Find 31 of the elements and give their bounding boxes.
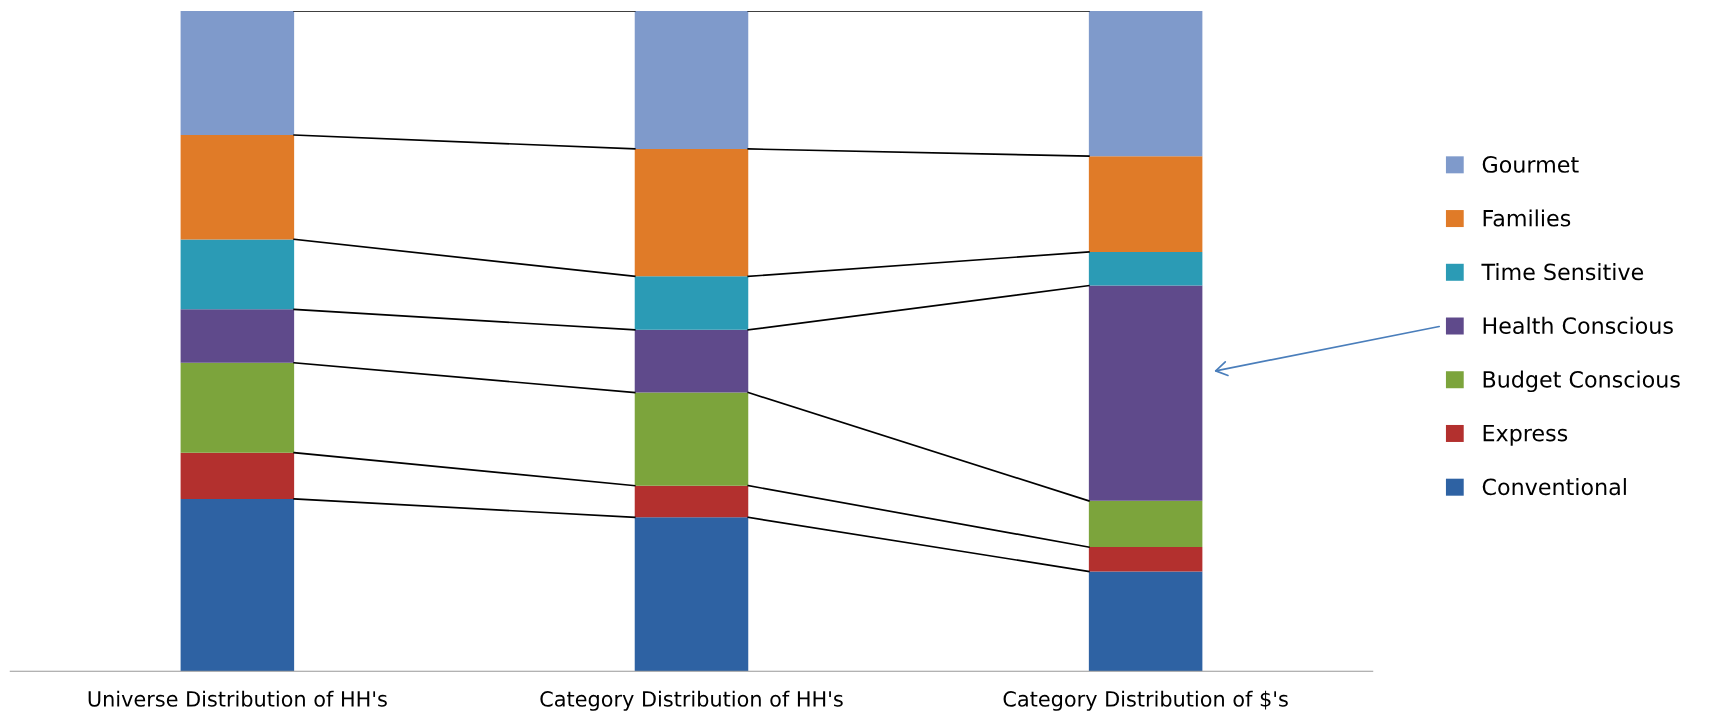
legend-label: Conventional (1482, 478, 1626, 496)
bar (634, 276, 749, 330)
bar (634, 392, 749, 486)
bar (634, 10, 749, 149)
bar (180, 135, 295, 240)
legend-label: Time Sensitive (1481, 263, 1644, 281)
bar (180, 452, 295, 499)
bar (1088, 547, 1203, 572)
bar (180, 498, 295, 672)
x-tick-label: Category Distribution of $'s (1003, 690, 1288, 711)
x-tick-label: Universe Distribution of HH's (88, 690, 387, 707)
bar (1088, 156, 1203, 252)
legend-label: Budget Conscious (1483, 370, 1680, 393)
legend-label: Health Conscious (1483, 316, 1673, 335)
legend-label: Families (1483, 209, 1571, 227)
bar (634, 485, 749, 518)
bar (1088, 571, 1203, 672)
bar (1088, 10, 1203, 157)
bar (634, 517, 749, 672)
legend-label: Gourmet (1482, 156, 1579, 173)
bar (180, 239, 295, 310)
bar (1088, 251, 1203, 286)
legend-label: Express (1483, 424, 1568, 446)
bar (1088, 285, 1203, 501)
bar (180, 10, 295, 136)
x-tick-label: Category Distribution of HH's (540, 690, 843, 711)
bar (180, 362, 295, 453)
bar (634, 329, 749, 393)
bar (634, 148, 749, 277)
bar (180, 309, 295, 363)
bar (1088, 500, 1203, 548)
